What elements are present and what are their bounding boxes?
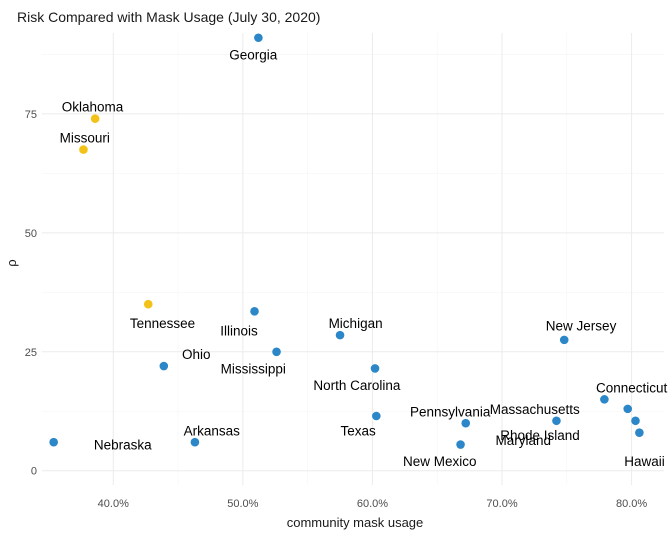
y-tick-label: 75: [25, 109, 37, 121]
point-label-massachusetts: Massachusetts: [490, 402, 580, 417]
data-point-rhode-island: [552, 416, 561, 426]
y-axis-title: ρ: [4, 259, 19, 266]
data-point-missouri: [79, 145, 88, 154]
point-label-nebraska: Nebraska: [94, 438, 152, 453]
data-point-nebraska: [49, 437, 58, 447]
x-tick-label: 80.0%: [616, 498, 647, 510]
y-tick-label: 50: [25, 228, 37, 240]
x-tick-label: 50.0%: [227, 498, 258, 510]
data-point-ohio: [159, 361, 169, 371]
point-label-oklahoma: Oklahoma: [62, 100, 124, 115]
data-point-arkansas: [190, 437, 200, 447]
data-point-mississippi: [272, 347, 281, 357]
point-label-illinois: Illinois: [220, 323, 258, 338]
data-point-texas: [372, 411, 381, 421]
data-point-new-jersey: [559, 335, 569, 345]
point-label-tennessee: Tennessee: [130, 316, 195, 331]
data-point-connecticut: [600, 395, 609, 404]
point-label-arkansas: Arkansas: [184, 423, 241, 438]
data-point-new-mexico: [456, 440, 465, 449]
point-label-maryland: Maryland: [496, 433, 552, 448]
point-label-rhode-island: Rhode Island: [500, 428, 580, 443]
x-axis-title: community mask usage: [287, 515, 424, 530]
point-labels: Georgia Oklahoma Missouri Tennessee Illinois…: [60, 47, 668, 469]
data-point-massachusetts: [623, 404, 633, 414]
point-label-georgia: Georgia: [229, 47, 278, 62]
point-label-mississippi: Mississippi: [221, 361, 286, 376]
y-axis-ticks: 0 25 50 75: [25, 109, 37, 478]
x-axis-ticks: 40.0% 50.0% 60.0% 70.0% 80.0%: [98, 498, 648, 510]
point-label-new-mexico: New Mexico: [403, 454, 477, 469]
y-tick-label: 25: [25, 347, 37, 359]
data-point-georgia: [254, 33, 263, 43]
chart-title: Risk Compared with Mask Usage (July 30, …: [17, 9, 320, 25]
point-label-texas: Texas: [341, 423, 377, 438]
point-label-michigan: Michigan: [329, 316, 383, 331]
point-label-ohio: Ohio: [182, 347, 211, 362]
grid: [42, 33, 664, 485]
point-label-pennsylvania: Pennsylvania: [410, 404, 491, 419]
x-tick-label: 60.0%: [357, 498, 388, 510]
point-label-missouri: Missouri: [60, 131, 110, 146]
data-point-pennsylvania: [461, 418, 471, 428]
point-label-connecticut: Connecticut: [596, 380, 668, 395]
x-tick-label: 70.0%: [486, 498, 517, 510]
data-point-michigan: [335, 330, 345, 340]
data-point-tennessee: [143, 299, 153, 309]
data-point-illinois: [250, 307, 259, 316]
data-points: [49, 33, 644, 449]
data-point-north-carolina: [370, 364, 380, 373]
data-point-oklahoma: [90, 114, 100, 123]
point-label-north-carolina: North Carolina: [313, 378, 401, 393]
point-label-new-jersey: New Jersey: [546, 319, 617, 334]
point-label-hawaii: Hawaii: [624, 454, 665, 469]
data-point-hawaii: [631, 416, 640, 426]
x-tick-label: 40.0%: [98, 498, 129, 510]
y-tick-label: 0: [31, 466, 37, 478]
data-point-maryland: [635, 428, 644, 437]
